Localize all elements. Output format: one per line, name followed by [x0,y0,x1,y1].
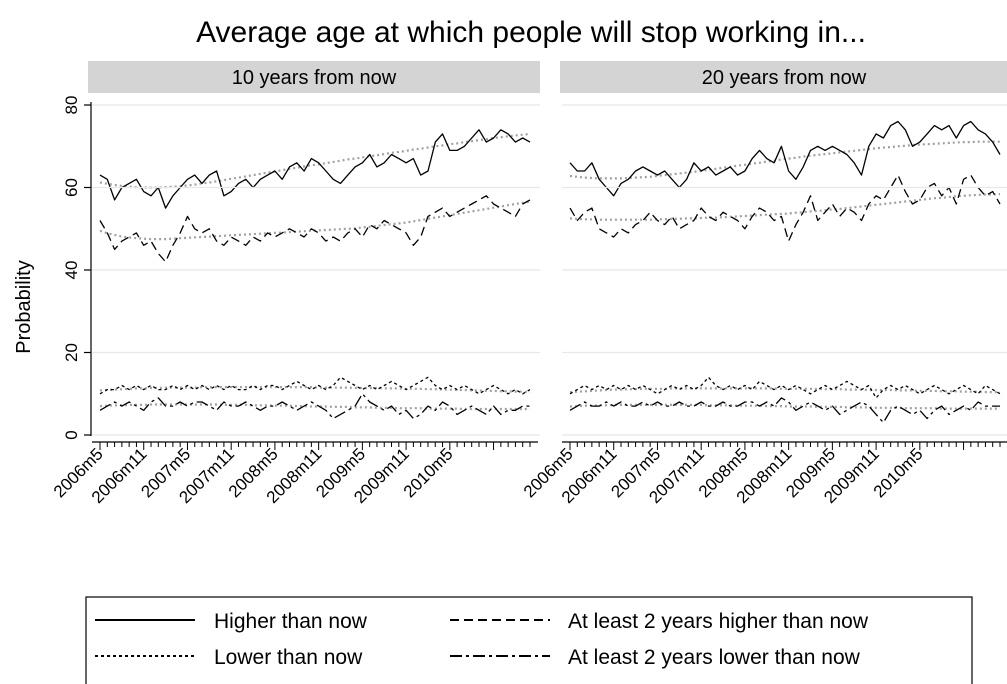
panel-plot-left: 2006m52006m112007m52007m112008m52008m112… [50,129,538,507]
legend-label: Lower than now [214,646,363,669]
y-tick-label: 0 [62,430,81,439]
series-line [569,120,1001,197]
series-line [99,376,531,395]
series-line [569,376,1001,399]
legend-label: At least 2 years lower than now [568,646,861,669]
y-tick-label: 60 [62,178,81,197]
panel-strip-right [560,61,1007,93]
y-tick-label: 80 [62,96,81,115]
series-line [569,174,1001,242]
panel-left: 10 years from now 2006m52006m112007m5200… [50,61,540,507]
x-tick-label: 2010m5 [400,444,457,501]
y-axis: Probability 0 20 40 60 80 [13,96,1007,440]
legend-label: Higher than now [214,610,368,633]
trend-line [99,200,531,241]
series-line [99,393,530,420]
trend-line [99,403,530,411]
panel-strip-left [88,61,540,93]
y-tick-label: 20 [62,343,81,362]
panel-plot-right: 2006m52006m112007m52007m112008m52008m112… [520,120,1007,507]
legend: Higher than now At least 2 years higher t… [85,596,973,684]
panel-label-right: 20 years from now [702,67,867,89]
series-line [99,195,531,263]
panel-right: 20 years from now 2006m52006m112007m5200… [520,61,1007,507]
trend-line [569,403,1000,410]
legend-box [85,596,973,684]
y-tick-label: 40 [62,261,81,280]
series-line [569,397,1000,424]
trend-line [569,387,1000,394]
legend-label: At least 2 years higher than now [568,610,869,633]
chart-title: Average age at which people will stop wo… [196,16,866,49]
panel-label-left: 10 years from now [232,67,397,89]
x-tick-label: 2010m5 [870,444,927,501]
y-axis-title: Probability [13,260,35,353]
series-line [99,129,531,209]
trend-line [569,193,1001,221]
